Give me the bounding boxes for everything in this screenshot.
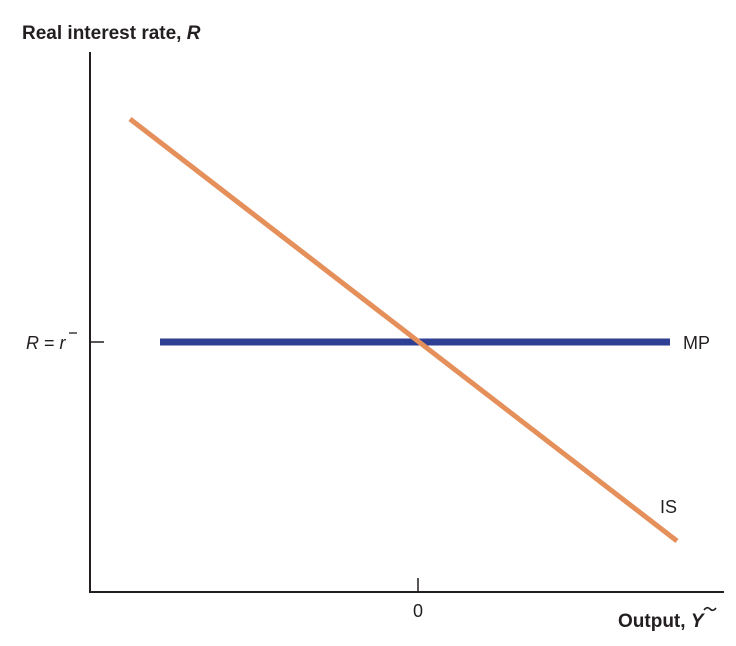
- y-axis-title: Real interest rate, R: [22, 23, 201, 44]
- x-axis-title-text: Output,: [618, 611, 691, 632]
- y-tick-label-rhs: r: [60, 333, 67, 353]
- x-tick-label: 0: [413, 601, 423, 621]
- y-tick-label-equals: =: [39, 333, 60, 353]
- y-tick-label-lhs: R: [26, 333, 39, 353]
- is-curve-label: IS: [660, 497, 677, 517]
- y-tick-label: R = r: [26, 333, 67, 353]
- is-curve: [128, 117, 679, 543]
- mp-curve-label: MP: [683, 333, 710, 353]
- y-axis-title-text: Real interest rate,: [22, 23, 187, 44]
- y-tilde-accent: [703, 606, 717, 612]
- y-axis-title-variable: R: [187, 23, 201, 44]
- x-axis-title: Output, Y: [618, 611, 706, 632]
- x-axis-title-variable: Y: [691, 611, 706, 632]
